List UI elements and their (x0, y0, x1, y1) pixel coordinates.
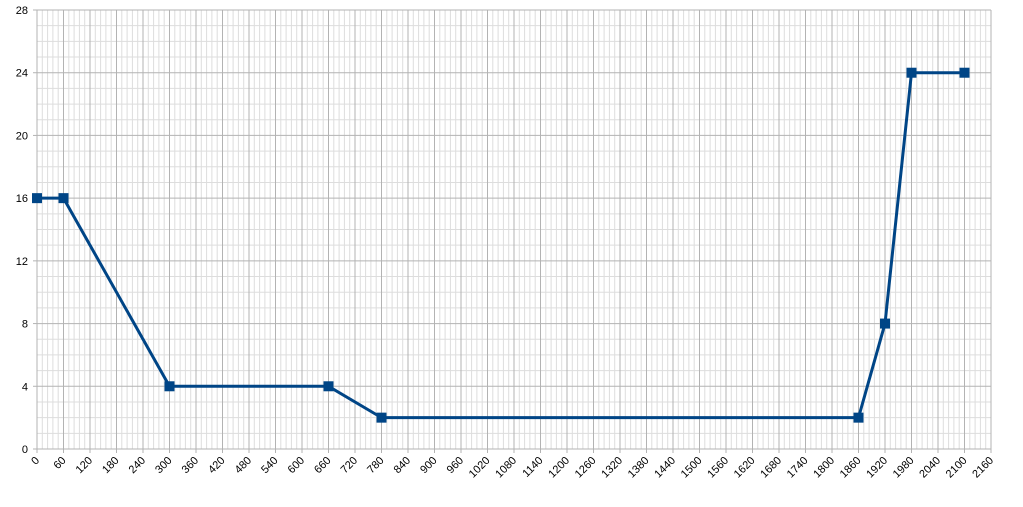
x-tick-label: 1560 (705, 455, 731, 481)
marker (959, 67, 970, 78)
x-tick-label: 60 (51, 455, 68, 472)
x-tick-label: 900 (418, 455, 439, 476)
x-tick-label: 0 (29, 455, 42, 468)
x-tick-label: 720 (339, 455, 360, 476)
x-tick-label: 780 (365, 455, 386, 476)
x-tick-label: 1260 (573, 455, 599, 481)
x-tick-label: 1920 (864, 455, 890, 481)
x-tick-label: 1620 (732, 455, 758, 481)
y-tick-label: 0 (22, 444, 28, 456)
x-tick-label: 1680 (758, 455, 784, 481)
x-tick-label: 300 (153, 455, 174, 476)
x-tick-label: 2100 (944, 455, 970, 481)
x-tick-label: 2040 (917, 455, 943, 481)
y-tick-label: 24 (16, 68, 28, 80)
x-tick-label: 840 (392, 455, 413, 476)
x-tick-label: 180 (100, 455, 121, 476)
y-tick-label: 20 (16, 130, 28, 142)
marker (906, 67, 917, 78)
x-tick-label: 660 (312, 455, 333, 476)
x-tick-label: 1140 (520, 455, 545, 480)
x-tick-label: 1980 (891, 455, 917, 481)
marker (323, 381, 334, 392)
x-tick-label: 2160 (970, 455, 996, 481)
marker (376, 412, 387, 423)
x-tick-label: 1500 (679, 455, 705, 481)
marker (880, 318, 890, 329)
x-tick-label: 1380 (626, 455, 652, 481)
x-tick-label: 1020 (467, 455, 493, 481)
x-tick-label: 1320 (599, 455, 625, 481)
marker (58, 193, 69, 204)
marker (164, 381, 175, 392)
x-tick-label: 1080 (493, 455, 519, 481)
y-tick-label: 16 (16, 193, 28, 205)
x-tick-label: 420 (206, 455, 227, 476)
marker (853, 412, 864, 423)
y-tick-label: 12 (16, 256, 28, 268)
x-tick-label: 600 (286, 455, 307, 476)
x-tick-label: 1860 (838, 455, 864, 481)
x-tick-label: 480 (233, 455, 254, 476)
x-tick-label: 960 (445, 455, 466, 476)
x-tick-label: 1800 (811, 455, 837, 481)
y-tick-label: 28 (16, 5, 28, 17)
x-tick-label: 1440 (652, 455, 678, 481)
marker (32, 193, 42, 204)
x-tick-label: 1740 (785, 455, 811, 481)
y-tick-label: 4 (22, 381, 28, 393)
x-tick-label: 540 (259, 455, 280, 476)
x-tick-label: 240 (127, 455, 148, 476)
y-tick-label: 8 (22, 319, 28, 331)
x-tick-label: 1200 (546, 455, 572, 481)
x-tick-label: 120 (74, 455, 95, 476)
x-tick-label: 360 (180, 455, 201, 476)
